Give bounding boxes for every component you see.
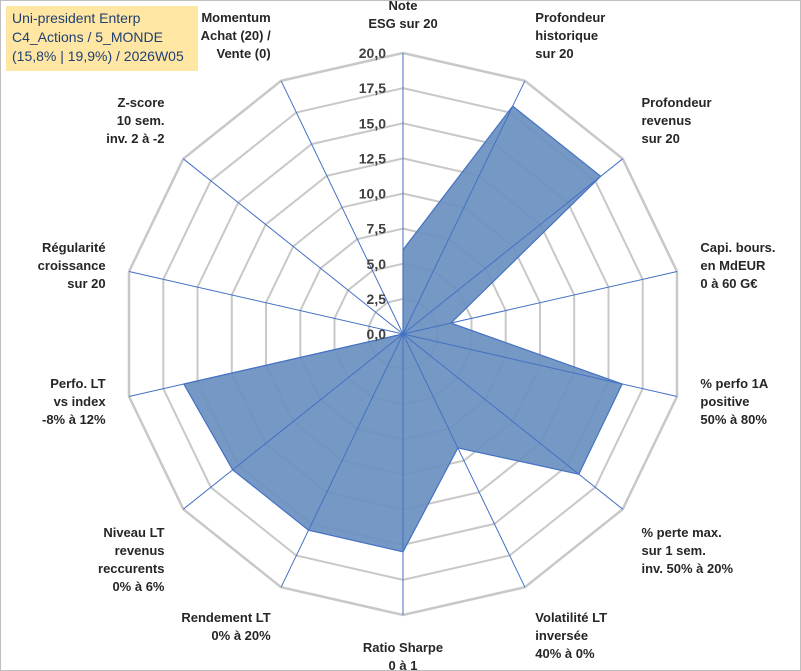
axis-spoke — [402, 80, 526, 335]
tick-label: 12,5 — [359, 150, 386, 166]
tick-label: 7,5 — [367, 221, 387, 237]
axis-label-line: vs index — [54, 394, 107, 409]
tick-label: 15,0 — [359, 115, 386, 131]
axis-label-line: -8% à 12% — [42, 412, 106, 427]
axis-label: Note ESG sur 20 — [368, 0, 437, 31]
radar-axis-labels: Note ESG sur 20 Profondeur historique sur 20… — [38, 0, 776, 671]
info-category: C4_Actions / 5_MONDE — [12, 29, 163, 45]
axis-label-line: Ratio Sharpe — [363, 640, 443, 655]
axis-label-line: 0% à 20% — [211, 628, 271, 643]
axis-label-line: 0 à 60 G€ — [700, 276, 757, 291]
axis-label: Ratio Sharpe 0 à 1 — [363, 640, 443, 671]
axis-label-line: sur 20 — [67, 276, 105, 291]
axis-label-line: Z-score — [118, 95, 165, 110]
info-stats: (15,8% | 19,9%) / 2026W05 — [12, 48, 184, 64]
axis-label: Régularité croissance sur 20 — [38, 240, 106, 291]
axis-label-line: ESG sur 20 — [368, 16, 437, 31]
axis-label-line: inv. 50% à 20% — [642, 561, 734, 576]
axis-label-line: % perfo 1A — [700, 376, 769, 391]
radar-spokes — [128, 53, 678, 615]
axis-label: Momentum Achat (20) / Vente (0) — [201, 10, 271, 61]
axis-spoke — [182, 158, 404, 335]
axis-label-line: Niveau LT — [103, 525, 164, 540]
axis-label: % perte max. sur 1 sem. inv. 50% à 20% — [642, 525, 734, 576]
tick-label: 17,5 — [359, 80, 386, 96]
axis-label-line: positive — [700, 394, 749, 409]
axis-spoke — [280, 333, 404, 588]
axis-label-line: Rendement LT — [181, 610, 270, 625]
info-box: Uni-president Enterp C4_Actions / 5_MOND… — [6, 6, 198, 71]
tick-label: 0,0 — [367, 326, 387, 342]
axis-label-line: reccurents — [98, 561, 164, 576]
axis-label: Z-score 10 sem. inv. 2 à -2 — [106, 95, 164, 146]
tick-label: 20,0 — [359, 45, 386, 61]
axis-label-line: Profondeur — [642, 95, 712, 110]
axis-label-line: sur 1 sem. — [642, 543, 706, 558]
axis-label: Capi. bours. en MdEUR 0 à 60 G€ — [700, 240, 775, 291]
axis-label-line: Vente (0) — [217, 46, 271, 61]
axis-spoke — [402, 158, 624, 335]
axis-label-line: Régularité — [42, 240, 106, 255]
axis-label-line: inversée — [535, 628, 588, 643]
axis-spoke — [182, 333, 404, 510]
axis-label-line: Volatilité LT — [535, 610, 607, 625]
axis-label: Volatilité LT inversée 40% à 0% — [535, 610, 607, 661]
tick-label: 5,0 — [367, 256, 387, 272]
axis-label: Niveau LT revenus reccurents 0% à 6% — [98, 525, 165, 594]
axis-label-line: 10 sem. — [117, 113, 165, 128]
axis-label-line: historique — [535, 28, 598, 43]
axis-spoke — [402, 271, 678, 335]
axis-label-line: en MdEUR — [700, 258, 766, 273]
axis-label-line: revenus — [642, 113, 692, 128]
axis-label-line: revenus — [115, 543, 165, 558]
axis-label: % perfo 1A positive 50% à 80% — [700, 376, 769, 427]
axis-label-line: 40% à 0% — [535, 646, 595, 661]
tick-label: 10,0 — [359, 186, 386, 202]
radar-tick-labels: 0,0 2,5 5,0 7,5 10,0 12,5 15,0 17,5 20,0 — [359, 45, 386, 342]
axis-spoke — [402, 333, 526, 588]
axis-spoke — [280, 80, 404, 335]
axis-label-line: sur 20 — [642, 131, 680, 146]
axis-label-line: sur 20 — [535, 46, 573, 61]
axis-label-line: 0 à 1 — [389, 658, 418, 671]
axis-spoke — [128, 271, 404, 335]
axis-label-line: inv. 2 à -2 — [106, 131, 164, 146]
axis-label-line: Momentum — [201, 10, 270, 25]
axis-label-line: croissance — [38, 258, 106, 273]
info-company: Uni-president Enterp — [12, 10, 141, 26]
axis-spoke — [402, 333, 678, 397]
axis-label-line: 0% à 6% — [112, 579, 164, 594]
tick-label: 2,5 — [367, 291, 387, 307]
axis-label: Profondeur historique sur 20 — [535, 10, 605, 61]
axis-label-line: 50% à 80% — [700, 412, 767, 427]
axis-label-line: % perte max. — [642, 525, 722, 540]
axis-label: Profondeur revenus sur 20 — [642, 95, 712, 146]
axis-label-line: Capi. bours. — [700, 240, 775, 255]
axis-spoke — [402, 333, 624, 510]
axis-label-line: Note — [389, 0, 418, 13]
axis-label-line: Achat (20) / — [201, 28, 271, 43]
axis-label-line: Profondeur — [535, 10, 605, 25]
axis-label: Rendement LT 0% à 20% — [181, 610, 271, 643]
axis-label: Perfo. LT vs index -8% à 12% — [42, 376, 106, 427]
axis-label-line: Perfo. LT — [50, 376, 105, 391]
axis-spoke — [128, 333, 404, 397]
